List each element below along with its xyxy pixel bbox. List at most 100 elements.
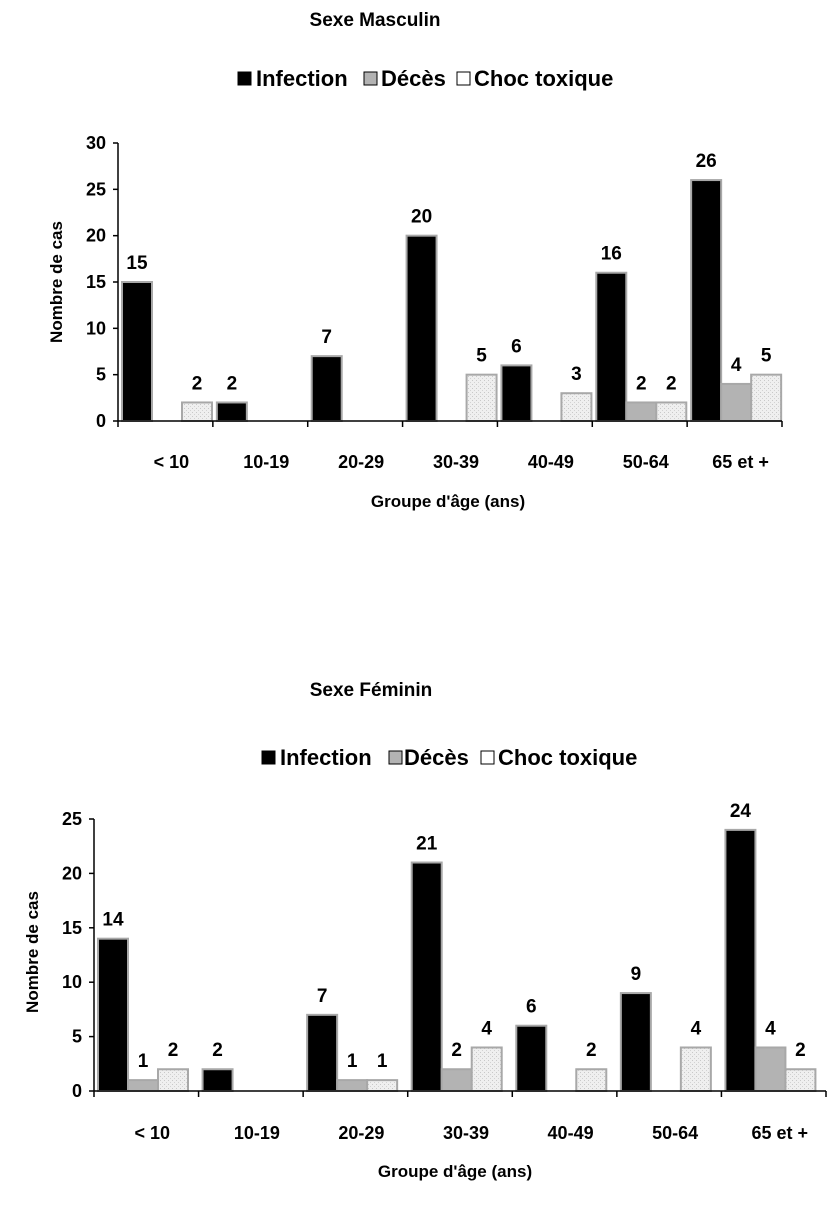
data-label: 9: [631, 964, 642, 985]
y-tick-label: 20: [86, 226, 106, 246]
data-label: 5: [761, 346, 772, 367]
bar-infection: [619, 992, 652, 1093]
bar-infection: [310, 355, 343, 422]
bar-infection: [97, 937, 129, 1092]
data-label: 4: [731, 355, 742, 376]
data-label: 7: [317, 986, 328, 1007]
bar-infection: [724, 828, 757, 1092]
y-tick-label: 5: [72, 1027, 82, 1047]
bar-infection: [121, 281, 153, 422]
bar-deces: [440, 1068, 473, 1092]
y-axis-label: Nombre de cas: [47, 221, 66, 343]
chart-title: Sexe Masculin: [310, 10, 441, 31]
legend-label-deces: Décès: [381, 66, 446, 91]
bar-choc-toxique: [750, 373, 783, 422]
bar-deces: [720, 382, 753, 422]
y-tick-label: 0: [96, 411, 106, 431]
x-tick-label: < 10: [154, 452, 190, 472]
chart-title: Sexe Féminin: [310, 680, 433, 701]
data-label: 1: [377, 1051, 388, 1072]
y-tick-label: 10: [62, 972, 82, 992]
bar-choc-toxique: [784, 1068, 817, 1092]
bar-choc-toxique: [366, 1079, 399, 1092]
x-tick-label: 10-19: [243, 452, 289, 472]
data-label: 2: [636, 373, 647, 394]
bar-deces: [127, 1079, 159, 1092]
legend-swatch-deces: [363, 71, 378, 86]
data-label: 6: [526, 997, 537, 1018]
data-label: 26: [696, 151, 717, 172]
y-tick-label: 15: [86, 272, 106, 292]
x-tick-label: 50-64: [623, 452, 669, 472]
x-tick-label: 40-49: [548, 1123, 594, 1143]
data-label: 4: [691, 1018, 702, 1039]
y-tick-label: 5: [96, 365, 106, 385]
y-tick-label: 20: [62, 863, 82, 883]
bar-infection: [405, 234, 438, 422]
x-axis-label: Groupe d'âge (ans): [378, 1162, 532, 1181]
data-label: 2: [212, 1040, 223, 1061]
data-label: 2: [666, 373, 677, 394]
data-label: 15: [126, 253, 148, 274]
y-tick-label: 30: [86, 133, 106, 153]
legend-swatch-choc-toxique: [480, 750, 495, 765]
data-label: 2: [586, 1040, 597, 1061]
data-label: 14: [102, 910, 124, 931]
y-tick-label: 0: [72, 1081, 82, 1101]
bar-choc-toxique: [181, 401, 213, 423]
bar-deces: [336, 1079, 369, 1092]
legend-label-choc-toxique: Choc toxique: [474, 66, 613, 91]
legend-swatch-deces: [388, 750, 403, 765]
legend-label-infection: Infection: [280, 745, 372, 770]
x-tick-label: 65 et +: [751, 1123, 808, 1143]
legend: Infection Décès Choc toxique: [237, 66, 613, 91]
data-label: 2: [192, 373, 203, 394]
chart-female: Sexe Féminin Infection Décès Choc toxiqu…: [23, 680, 827, 1181]
bar-infection: [306, 1013, 339, 1093]
bar-infection: [201, 1068, 234, 1092]
data-label: 4: [765, 1018, 776, 1039]
x-axis-label: Groupe d'âge (ans): [371, 492, 525, 511]
bar-choc-toxique: [157, 1068, 189, 1092]
x-tick-label: < 10: [135, 1123, 171, 1143]
bar-infection: [515, 1024, 548, 1092]
data-label: 2: [451, 1040, 462, 1061]
data-label: 4: [481, 1018, 492, 1039]
x-tick-label: 30-39: [443, 1123, 489, 1143]
data-label: 3: [571, 364, 582, 385]
legend-label-infection: Infection: [256, 66, 348, 91]
data-label: 16: [601, 244, 622, 265]
data-label: 20: [411, 207, 432, 228]
bar-infection: [500, 364, 533, 422]
bar-choc-toxique: [560, 392, 593, 423]
data-label: 2: [227, 373, 238, 394]
data-label: 2: [168, 1040, 179, 1061]
y-tick-label: 10: [86, 318, 106, 338]
bar-choc-toxique: [655, 401, 688, 423]
data-label: 24: [730, 801, 752, 822]
data-label: 1: [347, 1051, 358, 1072]
legend: Infection Décès Choc toxique: [261, 745, 637, 770]
bar-choc-toxique: [679, 1046, 712, 1092]
y-tick-label: 25: [62, 809, 82, 829]
y-axis-label: Nombre de cas: [23, 891, 42, 1013]
bar-infection: [215, 401, 248, 423]
bar-infection: [595, 271, 628, 422]
bar-choc-toxique: [470, 1046, 503, 1092]
x-tick-label: 20-29: [338, 452, 384, 472]
data-label: 5: [476, 346, 487, 367]
data-label: 2: [795, 1040, 806, 1061]
legend-label-choc-toxique: Choc toxique: [498, 745, 637, 770]
x-tick-label: 10-19: [234, 1123, 280, 1143]
x-tick-label: 40-49: [528, 452, 574, 472]
x-tick-label: 30-39: [433, 452, 479, 472]
bar-deces: [754, 1046, 787, 1092]
data-label: 21: [416, 834, 438, 855]
y-tick-label: 15: [62, 918, 82, 938]
chart-male: Sexe Masculin Infection Décès Choc toxiq…: [47, 10, 783, 511]
legend-swatch-infection: [237, 71, 252, 86]
bar-choc-toxique: [575, 1068, 608, 1092]
bar-deces: [625, 401, 658, 423]
